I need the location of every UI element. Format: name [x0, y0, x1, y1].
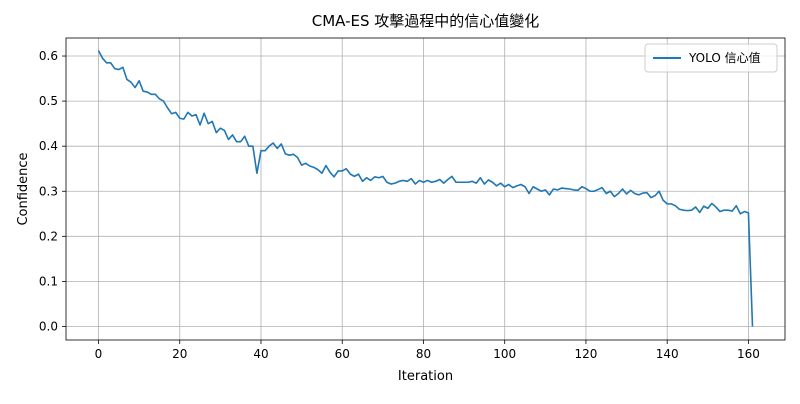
legend: YOLO 信心值 [644, 43, 778, 73]
x-tick-label: 20 [172, 347, 187, 361]
y-axis-label: Confidence [16, 152, 31, 225]
chart-title: CMA-ES 攻擊過程中的信心值變化 [312, 12, 540, 30]
y-tick-label: 0.2 [39, 229, 58, 243]
x-tick-label: 60 [335, 347, 350, 361]
y-axis-ticks: 0.0 0.1 0.2 0.3 0.4 0.5 0.6 [39, 49, 66, 333]
grid [66, 38, 785, 340]
y-tick-label: 0.1 [39, 274, 58, 288]
legend-box [644, 43, 778, 73]
x-tick-label: 160 [737, 347, 760, 361]
x-tick-label: 100 [493, 347, 516, 361]
plot-frame [65, 37, 786, 341]
y-tick-label: 0.0 [39, 319, 58, 333]
y-tick-label: 0.5 [39, 94, 58, 108]
x-axis-ticks: 0 20 40 60 80 100 120 140 160 [95, 340, 760, 361]
y-tick-label: 0.3 [39, 184, 58, 198]
x-axis-label: Iteration [398, 369, 453, 384]
x-tick-label: 0 [95, 347, 103, 361]
y-tick-label: 0.6 [39, 49, 58, 63]
x-tick-label: 40 [253, 347, 268, 361]
x-tick-label: 80 [416, 347, 431, 361]
x-tick-label: 120 [575, 347, 598, 361]
y-tick-label: 0.4 [39, 139, 58, 153]
x-tick-label: 140 [656, 347, 679, 361]
legend-label: YOLO 信心值 [688, 50, 761, 65]
series-line [97, 50, 754, 327]
series-layer [97, 50, 754, 327]
